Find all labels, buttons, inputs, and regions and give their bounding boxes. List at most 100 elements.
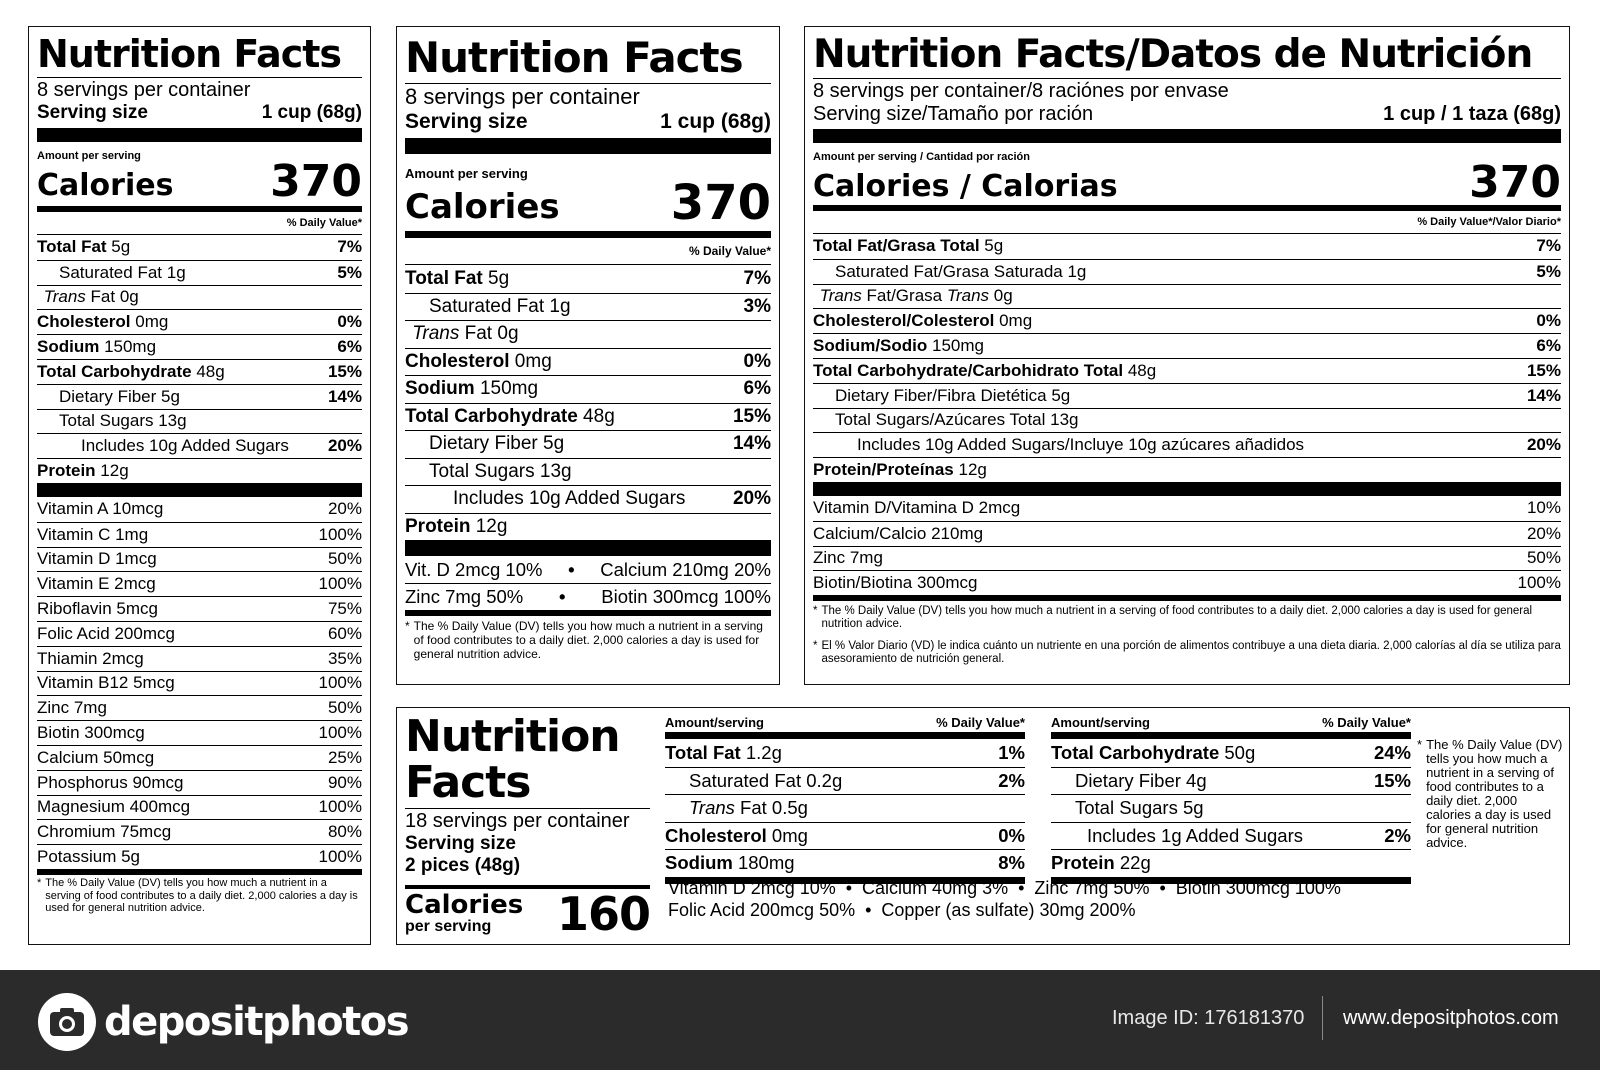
nutrient-row: Total Carbohydrate 48g 15% xyxy=(37,358,362,384)
nutrient-daily-value: 6% xyxy=(1536,336,1561,356)
nutrient-name-cell: Total Fat 5g xyxy=(37,237,130,257)
nutrient-name-cell: Total Sugars 13g xyxy=(37,411,187,431)
nutrient-amount: 0g xyxy=(492,323,519,345)
nutrient-daily-value: 1% xyxy=(998,741,1025,763)
nutrient-name-cell: Saturated Fat/Grasa Saturada 1g xyxy=(813,262,1086,282)
nutrient-name: Total Sugars xyxy=(59,411,154,431)
calories-row: Calories / Calorias 370 xyxy=(813,157,1561,208)
nutrient-name: Cholesterol/Colesterol xyxy=(813,311,995,331)
footnote: * The % Daily Value (DV) tells you how m… xyxy=(405,619,763,661)
amount-per-serving: Amount per serving xyxy=(405,166,528,181)
nutrient-name-cell: Cholesterol 0mg xyxy=(37,312,168,332)
nutrient-name-cell: Total Fat 1.2g xyxy=(665,742,782,764)
label-title: Nutrition Facts/Datos de Nutrición xyxy=(813,32,1533,77)
vitamin-daily-value: 100% xyxy=(318,673,362,693)
nutrient-name-cell: Includes 10g Added Sugars xyxy=(405,488,685,510)
website-link[interactable]: www.depositphotos.com xyxy=(1343,1007,1559,1029)
vitamins-line-2: Folic Acid 200mcg 50% • Copper (as sulfa… xyxy=(668,900,1136,920)
medium-divider xyxy=(813,205,1561,211)
vitamin-daily-value: 20% xyxy=(327,499,362,519)
nutrient-name-cell: Cholesterol 0mg xyxy=(405,351,552,373)
nutrient-name: Sodium xyxy=(405,378,475,400)
nutrient-daily-value: 0% xyxy=(337,312,362,332)
nutrient-amount: 48g xyxy=(191,361,225,381)
vitamin-daily-value: 75% xyxy=(327,599,362,619)
nutrient-name: Saturated Fat xyxy=(429,295,545,317)
nutrient-row: Sodium 180mg 8% xyxy=(665,849,1025,877)
nutrient-row: Trans Fat 0g xyxy=(405,320,771,348)
divider xyxy=(1322,996,1323,1040)
thick-divider xyxy=(405,540,771,556)
nutrient-row: Dietary Fiber/Fibra Dietética 5g 14% xyxy=(813,382,1561,408)
nutrient-row: Total Fat 5g 7% xyxy=(37,235,362,260)
nutrient-name-cell: Trans Fat 0g xyxy=(405,323,519,345)
nutrient-column-2: Amount/serving % Daily Value* Total Carb… xyxy=(1051,714,1411,884)
calories-value: 370 xyxy=(270,156,362,207)
nutrient-row: Includes 10g Added Sugars/Incluye 10g az… xyxy=(813,432,1561,457)
thick-divider xyxy=(405,138,771,154)
nutrient-daily-value: 24% xyxy=(1373,741,1411,763)
label-left-panel: Nutrition Facts 18 servings per containe… xyxy=(405,714,651,937)
vitamin-row: Folic Acid 200mcg 60% xyxy=(37,620,362,646)
nutrient-name-cell: Sodium 150mg xyxy=(37,337,156,357)
vitamin-daily-value: 50% xyxy=(327,549,362,569)
vitamin-daily-value: 50% xyxy=(327,698,362,718)
medium-divider xyxy=(405,231,771,238)
nutrient-amount: 0.5g xyxy=(766,797,808,819)
nutrient-name: Total Carbohydrate/Carbohidrato Total xyxy=(813,360,1124,380)
nutrient-list: Total Fat 5g 7% Saturated Fat 1g 3% Trans Fa… xyxy=(405,264,771,540)
thick-divider xyxy=(37,482,362,497)
medium-divider xyxy=(813,595,1561,602)
nutrient-name-cell: Trans Fat 0.5g xyxy=(665,797,808,819)
vitamin-row: Thiamin 2mcg 35% xyxy=(37,645,362,671)
vitamin-name: Vitamin C 1mg xyxy=(37,524,149,544)
calories-row: Calories 370 xyxy=(405,179,771,227)
nutrient-amount: 0g xyxy=(989,286,1013,306)
vitamin-name: Thiamin 2mcg xyxy=(37,648,144,668)
vitamin-daily-value: 100% xyxy=(318,574,362,594)
nutrient-name: Trans xyxy=(43,287,86,307)
vitamin-daily-value: 100% xyxy=(1517,573,1561,593)
nutrient-name: Total Fat xyxy=(665,741,741,763)
nutrient-name: Cholesterol xyxy=(665,824,767,846)
footnote-english: * The % Daily Value (DV) tells you how m… xyxy=(813,605,1533,631)
footnote: * The % Daily Value (DV) tells you how m… xyxy=(37,876,358,915)
nutrient-name-cell: Total Carbohydrate 48g xyxy=(37,362,225,382)
nutrient-name-cell: Total Carbohydrate/Carbohidrato Total 48… xyxy=(813,361,1156,381)
footnote: * The % Daily Value (DV) tells you how m… xyxy=(1417,737,1563,850)
nutrient-amount: 5g xyxy=(156,386,180,406)
nutrient-row: Dietary Fiber 5g 14% xyxy=(405,430,771,458)
nutrient-name: Sodium xyxy=(665,852,733,874)
thick-divider xyxy=(813,481,1561,496)
nutrient-amount: 13g xyxy=(1045,410,1079,430)
vitamin-row: Vitamin C 1mg 100% xyxy=(37,521,362,547)
medium-divider xyxy=(665,732,1025,739)
nutrient-daily-value: 3% xyxy=(743,295,771,317)
nutrient-name: Dietary Fiber xyxy=(59,386,157,406)
nutrient-row: Saturated Fat 1g 5% xyxy=(37,259,362,285)
nutrient-daily-value: 15% xyxy=(327,361,362,381)
vitamin-row: Calcium/Calcio 210mg 20% xyxy=(813,520,1561,546)
calories-value: 370 xyxy=(1469,157,1561,208)
servings-per-container: 8 servings per container xyxy=(37,79,251,101)
nutrient-name: Saturated Fat xyxy=(689,769,802,791)
logo-text: depositphotos xyxy=(104,999,410,1045)
nutrient-amount: 48g xyxy=(1123,360,1157,380)
serving-size-value: 1 cup / 1 taza (68g) xyxy=(1383,103,1561,125)
nutrient-name: Cholesterol xyxy=(37,312,131,332)
vitamin-name: Chromium 75mcg xyxy=(37,822,172,842)
vitamin-name: Biotin 300mcg xyxy=(37,723,145,743)
nutrient-name: Saturated Fat xyxy=(59,262,163,282)
vitamin-name: Zinc 7mg xyxy=(37,698,107,718)
nutrient-name-cell: Total Carbohydrate 48g xyxy=(405,406,615,428)
vitamin-row: Potassium 5g 100% xyxy=(37,844,362,869)
calories-row: Calories per serving 160 xyxy=(405,891,651,937)
nutrient-amount: 0g xyxy=(115,287,139,307)
nutrient-name-cell: Cholesterol 0mg xyxy=(665,825,808,847)
nutrition-label-bilingual: Nutrition Facts/Datos de Nutrición 8 ser… xyxy=(804,26,1570,685)
nutrient-amount: 0mg xyxy=(766,824,808,846)
nutrient-name-cell: Total Sugars 13g xyxy=(405,461,572,483)
nutrient-amount: 5g xyxy=(537,433,565,455)
vitamin-daily-value: 50% xyxy=(1526,548,1561,568)
nutrient-row: Protein 22g xyxy=(1051,849,1411,877)
